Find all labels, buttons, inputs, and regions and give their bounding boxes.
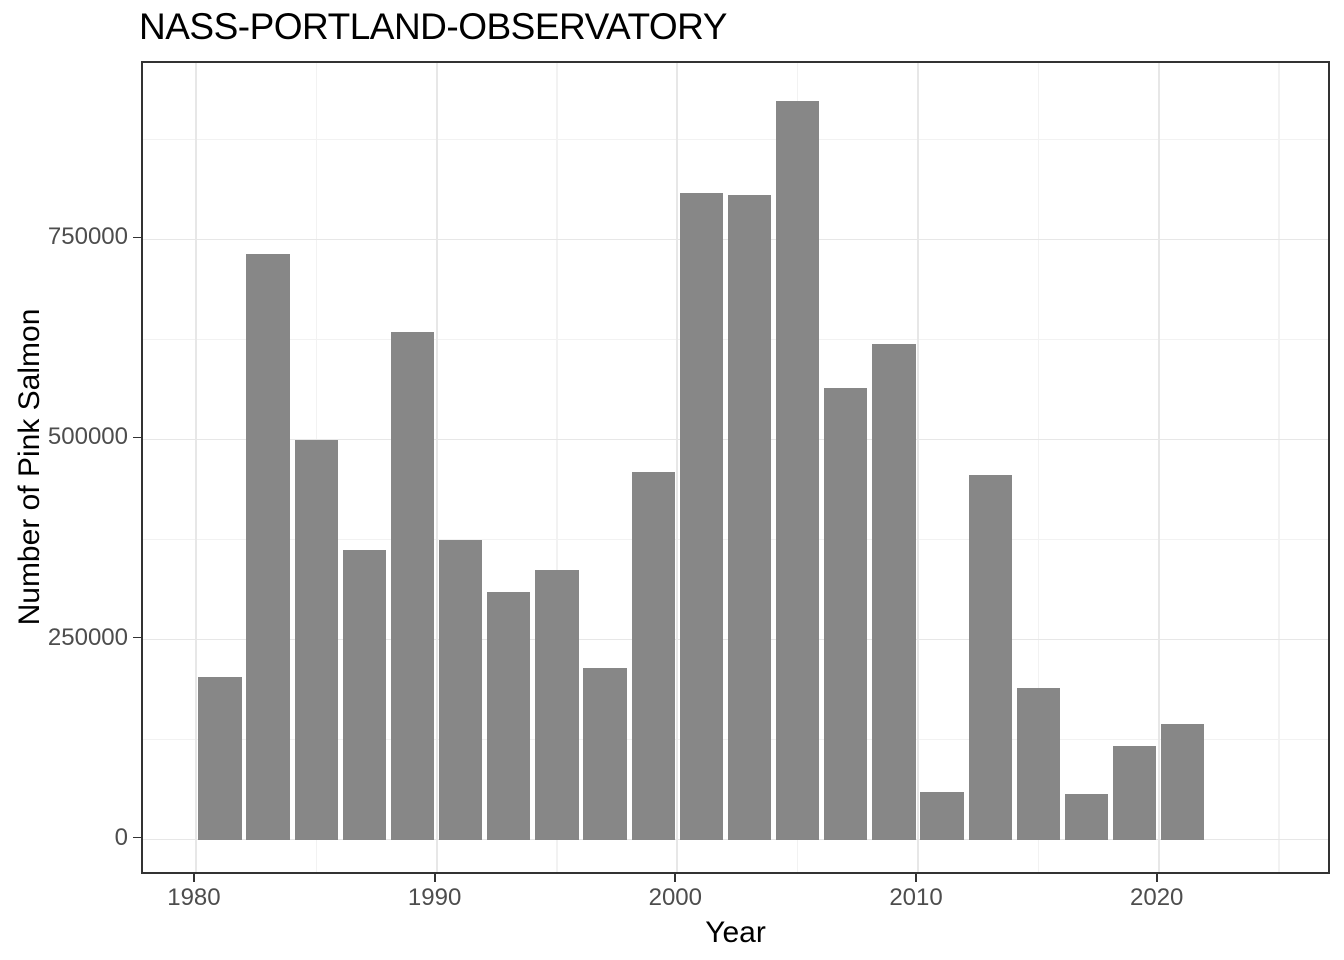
gridline-x-major [1157, 63, 1160, 872]
y-tick-label-500000: 500000 [47, 423, 128, 451]
y-tick-0 [133, 836, 141, 839]
bar-1985 [294, 440, 338, 840]
y-axis-title: Number of Pink Salmon [13, 308, 46, 626]
gridline-x-minor [1037, 63, 1039, 872]
x-tick-label-2000: 2000 [648, 884, 702, 911]
bar-2019 [1112, 745, 1157, 840]
y-tick-label-750000: 750000 [47, 223, 128, 251]
chart-title: NASS-PORTLAND-OBSERVATORY [139, 6, 727, 47]
bar-1987 [342, 549, 387, 840]
y-tick-750000 [133, 236, 141, 239]
bar-2007 [824, 388, 868, 840]
gridline-x-minor [556, 63, 558, 872]
bar-2013 [968, 474, 1012, 840]
gridline-y-major [143, 838, 1328, 841]
bar-1983 [246, 253, 290, 840]
x-tick-label-1990: 1990 [407, 884, 462, 911]
bar-1997 [583, 668, 627, 840]
x-tick-1980 [193, 874, 195, 882]
bar-2003 [727, 194, 772, 840]
gridline-x-minor [1278, 63, 1280, 872]
y-tick-label-0: 0 [114, 823, 128, 851]
y-tick-500000 [133, 436, 141, 439]
bar-2011 [920, 792, 964, 840]
y-tick-label-250000: 250000 [47, 623, 128, 651]
bar-2015 [1016, 688, 1060, 840]
x-tick-2000 [674, 874, 677, 882]
x-tick-2010 [915, 874, 917, 882]
gridline-x-major [676, 63, 679, 872]
plot-panel [141, 61, 1330, 874]
x-tick-label-1980: 1980 [167, 884, 221, 911]
bar-2017 [1064, 793, 1109, 840]
bar-2021 [1161, 724, 1205, 840]
bar-1999 [631, 471, 675, 840]
x-tick-2020 [1155, 874, 1158, 882]
gridline-y-minor [143, 138, 1328, 141]
bar-2005 [776, 101, 820, 840]
gridline-x-major [435, 63, 438, 872]
gridline-x-major [195, 63, 197, 872]
bar-1995 [535, 569, 579, 840]
x-axis-title: Year [705, 916, 766, 949]
x-tick-label-2010: 2010 [889, 884, 943, 911]
gridline-x-major [917, 63, 919, 872]
bar-2001 [679, 193, 724, 840]
bar-2009 [872, 344, 916, 840]
bar-1993 [487, 592, 531, 840]
bar-1981 [198, 677, 242, 840]
x-tick-1990 [433, 874, 436, 882]
y-tick-250000 [133, 636, 141, 639]
x-tick-label-2020: 2020 [1130, 884, 1184, 911]
bar-1991 [439, 540, 483, 840]
bar-1989 [390, 332, 435, 840]
